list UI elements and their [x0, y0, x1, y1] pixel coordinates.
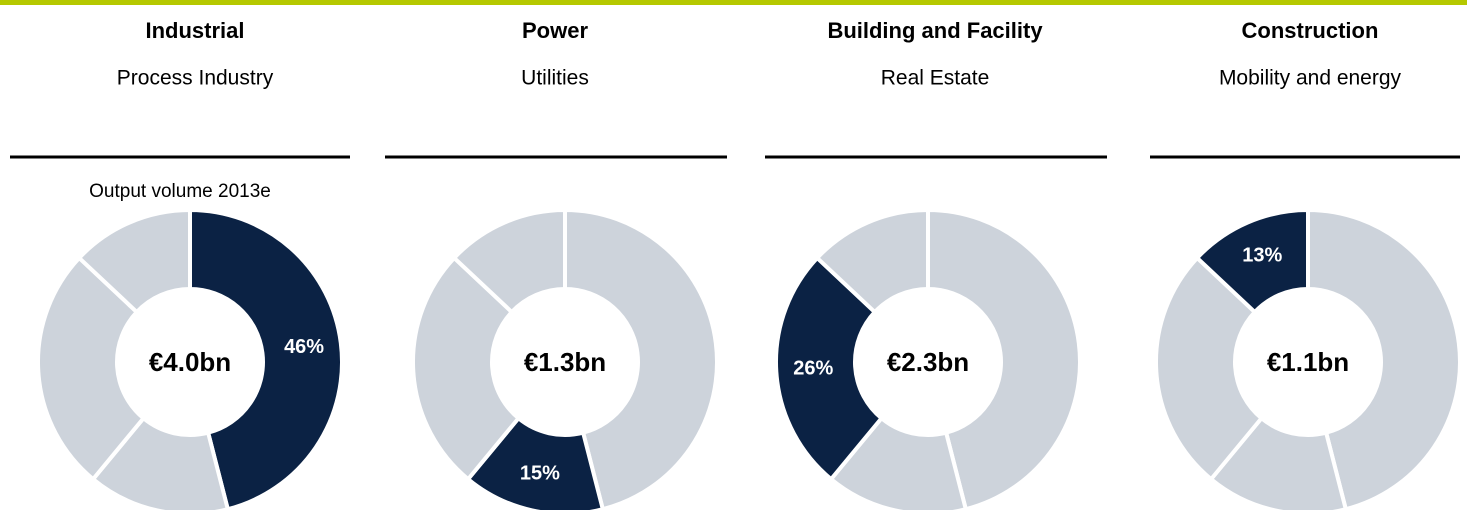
- center-label: €1.1bn: [1267, 347, 1349, 377]
- donut-segment: [774, 255, 885, 482]
- donut-segment: [411, 255, 522, 482]
- subtitle: Process Industry: [117, 67, 274, 90]
- donut-segment: [1154, 255, 1265, 482]
- title: Power: [522, 18, 588, 43]
- donut-segment: [36, 255, 147, 482]
- subtitle: Utilities: [521, 67, 589, 90]
- value-label: 13%: [1242, 245, 1282, 267]
- top-bar: [0, 0, 1467, 5]
- subtitle: Mobility and energy: [1219, 67, 1402, 90]
- title: Construction: [1242, 18, 1379, 43]
- center-label: €4.0bn: [149, 347, 231, 377]
- center-label: €2.3bn: [887, 347, 969, 377]
- center-label: €1.3bn: [524, 347, 606, 377]
- donut-segment: [814, 207, 930, 315]
- donut-segment: [451, 207, 567, 315]
- donut-segment: [1306, 207, 1462, 510]
- subtitle: Real Estate: [881, 67, 990, 90]
- title: Building and Facility: [827, 18, 1043, 43]
- title: Industrial: [145, 18, 244, 43]
- value-label: 15%: [520, 463, 560, 485]
- donut-segment: [563, 207, 719, 510]
- value-label: 26%: [793, 358, 833, 380]
- donut-segment: [188, 207, 344, 510]
- annotation: Output volume 2013e: [89, 181, 271, 202]
- donut-segment: [76, 207, 192, 315]
- donut-segment: [926, 207, 1082, 510]
- donut-segment: [1194, 207, 1310, 315]
- value-label: 46%: [284, 336, 324, 358]
